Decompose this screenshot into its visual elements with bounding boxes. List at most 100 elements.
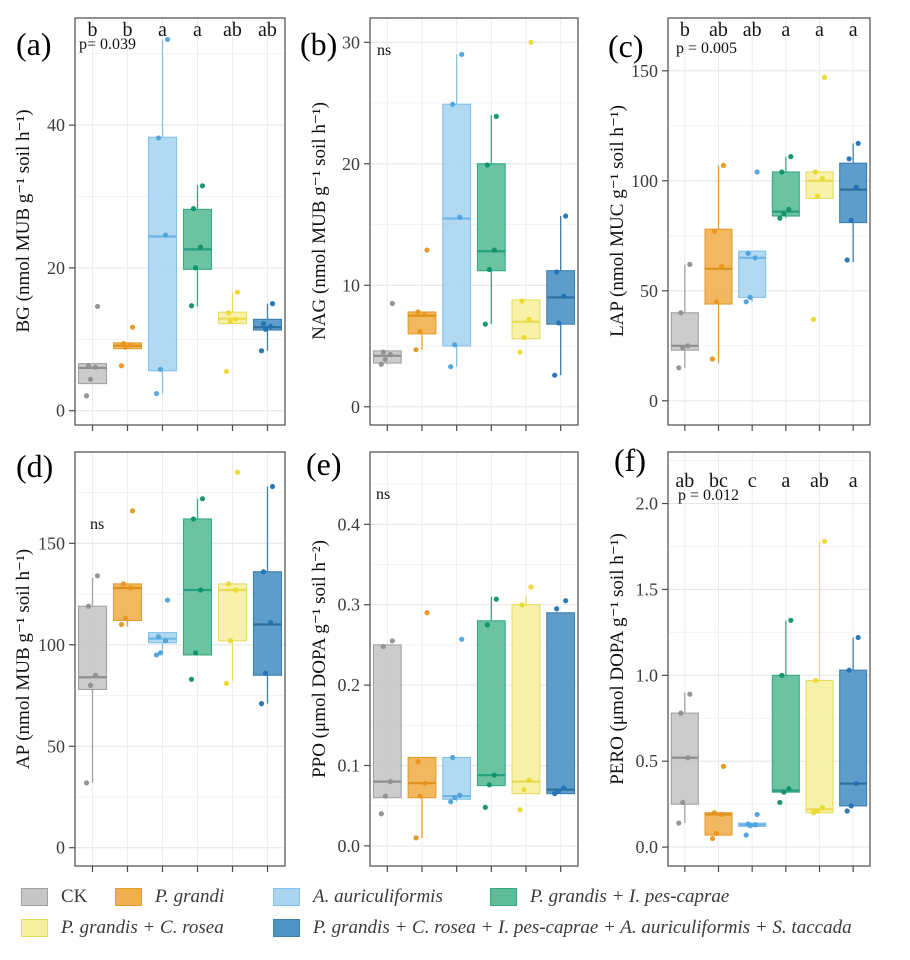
data-point [561, 785, 567, 791]
data-point [821, 538, 828, 544]
data-point [387, 778, 393, 785]
legend-label: CK [61, 886, 88, 907]
box-group-3 [147, 597, 178, 658]
data-point [258, 701, 265, 707]
data-point [810, 810, 817, 816]
data-point [526, 316, 532, 322]
y-tick-label: 0.2 [338, 675, 361, 695]
data-point [157, 650, 164, 656]
data-point [844, 257, 850, 263]
box-group-6 [839, 634, 868, 814]
p-value-panel-a: p= 0.039 [79, 36, 137, 53]
data-point [269, 483, 276, 490]
data-point [197, 244, 204, 250]
legend-swatch [21, 888, 48, 906]
box [182, 518, 213, 656]
y-tick-label: 100 [631, 171, 658, 191]
data-point [413, 347, 419, 353]
significance-letter: a [781, 19, 790, 41]
box-group-2 [407, 247, 437, 353]
y-tick-label: 1.0 [636, 665, 659, 685]
significance-letter: b [123, 19, 133, 41]
box-group-6 [252, 483, 283, 707]
data-point [153, 652, 160, 658]
box [771, 171, 800, 217]
data-point [459, 636, 465, 642]
data-point [814, 808, 821, 814]
data-point [94, 303, 101, 310]
data-point [424, 610, 430, 616]
data-point [484, 162, 490, 168]
data-point [777, 799, 783, 806]
data-point [718, 264, 725, 270]
y-tick-label: 0 [351, 397, 360, 417]
data-point [227, 638, 234, 644]
data-point [853, 184, 859, 190]
data-point [382, 356, 388, 362]
data-point [389, 300, 395, 307]
data-point [486, 266, 492, 273]
data-point [713, 830, 720, 836]
data-point [563, 598, 569, 604]
data-point [450, 754, 456, 761]
data-point [711, 228, 718, 234]
data-point [452, 795, 458, 801]
data-point [83, 393, 90, 399]
y-tick-label: 0.0 [636, 837, 659, 857]
box-group-4 [182, 183, 213, 309]
data-point [155, 135, 162, 141]
box-group-1 [670, 261, 699, 371]
data-point [517, 807, 523, 813]
box-group-5 [511, 584, 541, 813]
data-point [812, 677, 819, 684]
y-tick-label: 1.5 [636, 579, 659, 599]
box-group-6 [839, 140, 868, 263]
data-point [267, 323, 274, 330]
data-point [232, 316, 239, 322]
data-point [526, 777, 532, 783]
y-tick-label: 2.0 [636, 494, 659, 514]
data-point [199, 183, 206, 189]
data-point [87, 376, 94, 382]
panel-border [369, 451, 579, 867]
data-point [482, 804, 488, 810]
y-tick-label: 0 [56, 838, 65, 858]
box [442, 756, 472, 800]
box-group-1 [372, 638, 402, 817]
significance-letter: ab [709, 19, 728, 41]
legend-swatch [21, 919, 48, 937]
data-point [855, 634, 861, 641]
significance-letter: a [849, 470, 858, 492]
data-point [92, 364, 99, 370]
data-point [387, 351, 393, 358]
data-point [199, 496, 206, 502]
data-point [118, 363, 125, 369]
data-point [786, 206, 792, 212]
box-group-3 [442, 51, 472, 370]
data-point [745, 250, 751, 256]
box-group-3 [738, 169, 767, 305]
data-point [190, 206, 197, 212]
significance-letter: a [815, 19, 824, 41]
box-group-5 [805, 538, 834, 816]
significance-letter: ab [743, 19, 762, 41]
box [511, 299, 541, 340]
data-point [234, 289, 241, 295]
data-point [382, 793, 388, 799]
data-point [556, 320, 562, 326]
panel-border [369, 17, 579, 426]
box [511, 604, 541, 795]
data-point [528, 584, 534, 590]
data-point [810, 316, 817, 322]
data-point [223, 368, 230, 375]
data-point [711, 810, 718, 816]
data-point [153, 390, 160, 397]
box [77, 605, 108, 690]
data-point [197, 587, 204, 593]
legend-swatch [273, 919, 300, 937]
data-point [678, 710, 684, 716]
box [670, 312, 699, 351]
data-point [709, 356, 716, 362]
